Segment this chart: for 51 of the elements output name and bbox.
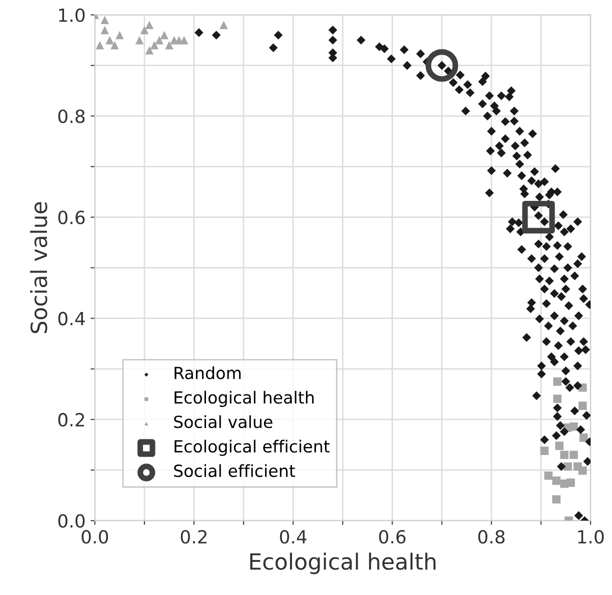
y-axis-title: Social value — [30, 202, 48, 334]
point — [570, 450, 578, 460]
point — [155, 36, 164, 44]
point — [540, 446, 549, 455]
point — [522, 200, 555, 234]
point — [552, 495, 561, 504]
point — [160, 30, 168, 40]
y-tick-label: 0.6 — [58, 210, 85, 224]
x-tick-label: 0.2 — [180, 530, 207, 544]
y-tick-label: 1.0 — [59, 8, 85, 22]
point — [145, 20, 154, 30]
legend-label: Ecological efficient — [174, 440, 330, 456]
x-tick-label: 0.4 — [280, 530, 306, 544]
point — [135, 36, 144, 44]
x-tick-label: 1.0 — [578, 530, 604, 544]
point — [566, 478, 575, 487]
point — [115, 30, 124, 40]
point — [553, 377, 562, 386]
point — [180, 36, 188, 44]
point — [96, 41, 104, 50]
point — [140, 26, 149, 34]
point — [579, 434, 588, 442]
x-tick-label: 0.8 — [478, 530, 505, 544]
x-axis-title: Ecological health — [250, 552, 436, 574]
point — [100, 26, 109, 34]
point — [220, 20, 228, 30]
x-tick-label: 0.6 — [379, 530, 406, 544]
point — [100, 16, 109, 24]
point — [560, 450, 568, 460]
point — [426, 49, 458, 82]
y-tick-label: 0.4 — [58, 312, 85, 326]
y-tick-label: 0.8 — [58, 109, 85, 124]
point — [578, 402, 587, 410]
legend-label: Ecological health — [174, 390, 314, 407]
y-tick-label: 0.2 — [58, 412, 84, 427]
point — [555, 442, 564, 450]
point — [165, 41, 174, 50]
y-tick-label: 0.0 — [58, 514, 85, 528]
point — [150, 41, 159, 50]
point — [552, 476, 561, 485]
legend-label: Social value — [174, 415, 272, 428]
point — [544, 471, 553, 480]
point — [106, 36, 114, 44]
x-tick-label: 0.0 — [82, 530, 108, 544]
legend-label: Social efficient — [174, 464, 296, 478]
legend-label: Random — [174, 366, 241, 380]
point — [578, 466, 587, 475]
point — [564, 462, 572, 471]
point — [110, 41, 119, 50]
point — [553, 394, 562, 403]
point — [145, 46, 154, 54]
